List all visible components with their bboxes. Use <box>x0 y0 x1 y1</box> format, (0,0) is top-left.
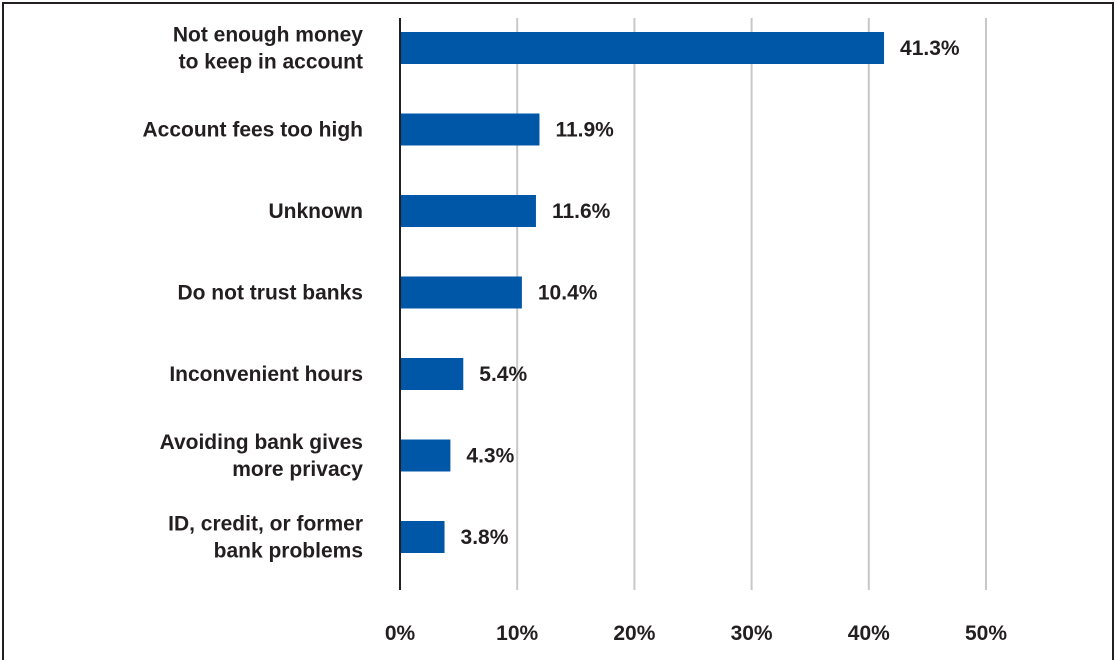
x-tick-labels: 0% 10% 20% 30% 40% 50% <box>385 622 1008 645</box>
value-labels: 41.3% 11.9% 11.6% 10.4% 5.4% 4.3% 3.8% <box>461 37 960 549</box>
category-label-line: more privacy <box>232 458 363 481</box>
bar <box>400 113 540 146</box>
x-tick-label: 10% <box>496 622 538 645</box>
category-label: ID, credit, or former bank problems <box>168 513 363 563</box>
x-tick-label: 20% <box>613 622 655 645</box>
value-label: 3.8% <box>461 526 509 549</box>
bar <box>400 439 451 472</box>
category-labels: Not enough money to keep in account Accoun… <box>143 24 364 563</box>
bars <box>400 32 885 553</box>
category-label: Do not trust banks <box>177 282 363 305</box>
category-label-line: Inconvenient hours <box>169 363 363 386</box>
value-label: 11.9% <box>555 119 614 142</box>
category-label: Account fees too high <box>143 119 364 142</box>
value-label: 41.3% <box>900 37 960 60</box>
bar <box>400 521 445 553</box>
x-tick-label: 40% <box>848 622 890 645</box>
x-tick-label: 50% <box>965 622 1007 645</box>
bar <box>400 195 536 227</box>
category-label-line: ID, credit, or former <box>168 513 363 536</box>
category-label: Unknown <box>269 200 364 223</box>
bar <box>400 358 464 390</box>
value-label: 10.4% <box>538 282 598 305</box>
value-label: 4.3% <box>466 445 514 468</box>
category-label-line: Not enough money <box>173 24 363 47</box>
category-label: Inconvenient hours <box>169 363 363 386</box>
bar <box>400 32 885 64</box>
category-label-line: Do not trust banks <box>177 282 363 305</box>
value-label: 11.6% <box>552 200 611 223</box>
gridlines <box>516 18 987 590</box>
x-tick-label: 0% <box>385 622 416 645</box>
category-label-line: to keep in account <box>179 51 363 74</box>
category-label: Avoiding bank gives more privacy <box>160 431 364 481</box>
category-label-line: Avoiding bank gives <box>160 431 363 454</box>
category-label-line: bank problems <box>214 540 363 563</box>
x-tick-label: 30% <box>731 622 773 645</box>
category-label-line: Unknown <box>269 200 364 223</box>
category-label-line: Account fees too high <box>143 119 364 142</box>
value-label: 5.4% <box>479 363 527 386</box>
bar <box>400 276 522 309</box>
category-label: Not enough money to keep in account <box>173 24 363 74</box>
